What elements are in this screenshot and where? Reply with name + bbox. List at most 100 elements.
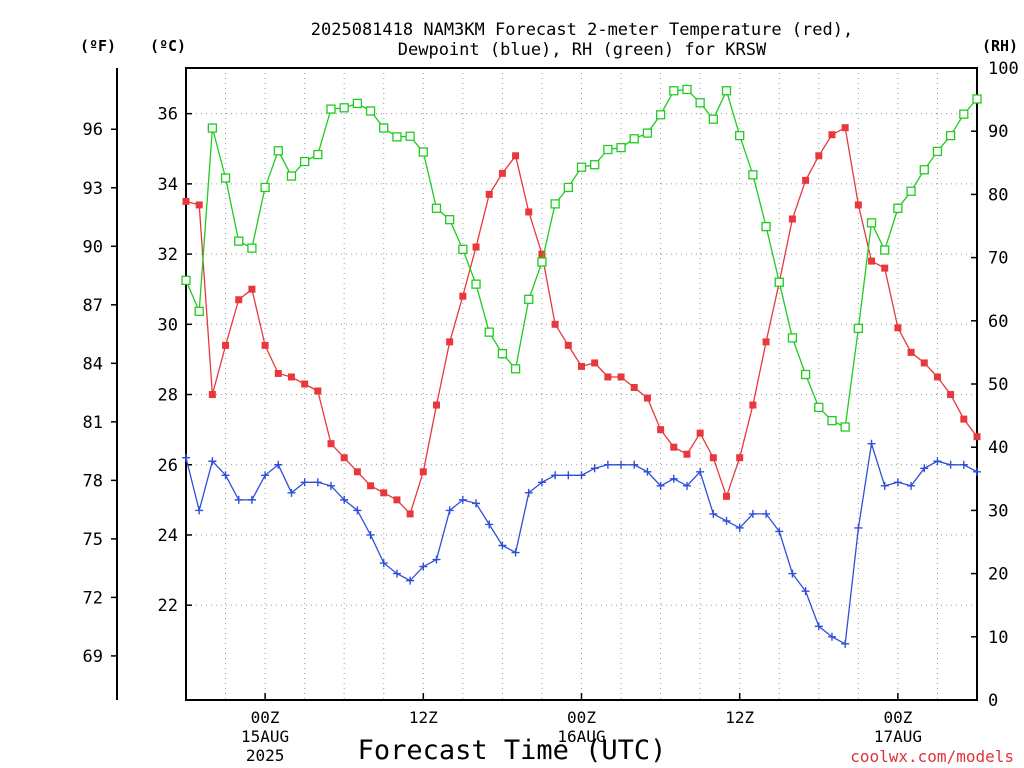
data-point-marker <box>380 489 388 497</box>
data-point-marker <box>880 245 890 255</box>
data-point-marker <box>814 402 824 413</box>
data-point-marker <box>881 264 889 272</box>
celsius-unit-label: (ºC) <box>150 37 186 55</box>
data-point-marker <box>920 464 929 473</box>
rh-tick-label: 90 <box>988 122 1008 142</box>
data-point-marker <box>682 84 692 95</box>
data-point-marker <box>537 478 546 487</box>
data-point-marker <box>907 481 916 490</box>
data-point-marker <box>512 152 520 160</box>
data-point-marker <box>459 292 467 300</box>
celsius-tick-label: 26 <box>158 456 178 476</box>
data-point-marker <box>617 460 626 469</box>
data-point-marker <box>220 173 231 183</box>
data-point-marker <box>854 201 862 209</box>
data-point-marker <box>657 426 665 434</box>
data-point-marker <box>286 171 297 181</box>
data-point-marker <box>564 341 572 349</box>
data-point-marker <box>392 569 401 578</box>
series-2-meter-temperature <box>182 124 981 518</box>
data-point-marker <box>629 134 639 144</box>
data-point-marker <box>841 124 849 132</box>
axes <box>111 67 978 701</box>
data-point-marker <box>392 132 402 142</box>
data-point-marker <box>538 250 546 258</box>
data-point-marker <box>578 362 585 370</box>
fahrenheit-tick-label: 93 <box>83 179 103 199</box>
celsius-tick-label: 28 <box>158 386 178 406</box>
data-point-marker <box>182 197 190 205</box>
data-point-marker <box>511 548 520 557</box>
data-point-marker <box>510 364 521 374</box>
data-point-marker <box>920 359 928 367</box>
rh-tick-label: 70 <box>988 249 1008 269</box>
data-point-marker <box>775 527 784 536</box>
data-point-marker <box>814 622 823 631</box>
x-tick-label-hour: 12Z <box>725 708 754 727</box>
data-point-marker <box>484 327 494 337</box>
series-dewpoint <box>182 439 981 648</box>
data-point-marker <box>234 236 244 246</box>
data-point-marker <box>273 146 283 156</box>
data-point-marker <box>973 433 981 441</box>
data-point-marker <box>340 495 349 504</box>
data-point-marker <box>590 160 600 170</box>
data-point-marker <box>485 520 494 529</box>
data-point-marker <box>208 457 217 466</box>
data-point-marker <box>841 639 850 648</box>
data-point-marker <box>959 460 968 469</box>
data-point-marker <box>683 450 691 458</box>
data-point-marker <box>802 176 810 184</box>
fahrenheit-tick-label: 81 <box>83 413 103 433</box>
data-point-marker <box>564 471 573 480</box>
data-point-marker <box>709 454 717 462</box>
data-point-marker <box>445 215 455 225</box>
data-point-marker <box>945 130 956 141</box>
data-point-marker <box>893 478 902 487</box>
data-point-marker <box>353 506 362 515</box>
celsius-tick-label: 22 <box>158 596 178 616</box>
data-point-marker <box>788 215 796 223</box>
data-point-marker <box>235 296 243 304</box>
data-point-marker <box>919 165 929 175</box>
data-point-marker <box>828 131 836 139</box>
rh-tick-label: 30 <box>988 501 1008 521</box>
data-point-marker <box>234 495 243 504</box>
data-point-marker <box>379 559 388 568</box>
data-point-marker <box>327 440 335 448</box>
fahrenheit-tick-label: 69 <box>83 647 103 667</box>
data-point-marker <box>868 257 876 265</box>
data-point-marker <box>946 460 955 469</box>
x-tick-label-hour: 00Z <box>567 708 596 727</box>
data-point-marker <box>182 453 190 462</box>
data-point-marker <box>181 275 191 286</box>
data-point-marker <box>695 98 705 108</box>
data-point-marker <box>669 474 678 483</box>
data-point-marker <box>722 516 731 525</box>
data-point-marker <box>655 110 666 120</box>
data-point-marker <box>551 320 559 328</box>
data-point-marker <box>723 492 731 500</box>
data-point-marker <box>222 341 230 349</box>
data-point-marker <box>445 506 454 515</box>
rh-tick-label: 50 <box>988 375 1008 395</box>
data-point-marker <box>353 468 361 476</box>
data-point-marker <box>709 509 718 518</box>
data-point-marker <box>367 482 375 490</box>
data-point-marker <box>248 285 256 293</box>
data-point-marker <box>261 341 269 349</box>
rh-tick-label: 0 <box>988 691 998 711</box>
x-tick-label-date: 15AUG <box>241 727 289 746</box>
data-point-marker <box>314 387 322 395</box>
data-point-marker <box>221 471 230 480</box>
data-point-marker <box>195 201 203 209</box>
data-point-marker <box>696 429 704 437</box>
data-point-marker <box>801 587 810 596</box>
data-point-marker <box>774 277 784 287</box>
data-point-marker <box>498 169 506 177</box>
data-point-marker <box>379 123 389 133</box>
data-point-marker <box>247 495 256 504</box>
data-point-marker <box>762 338 770 346</box>
data-point-marker <box>260 182 270 193</box>
data-point-marker <box>366 530 375 539</box>
